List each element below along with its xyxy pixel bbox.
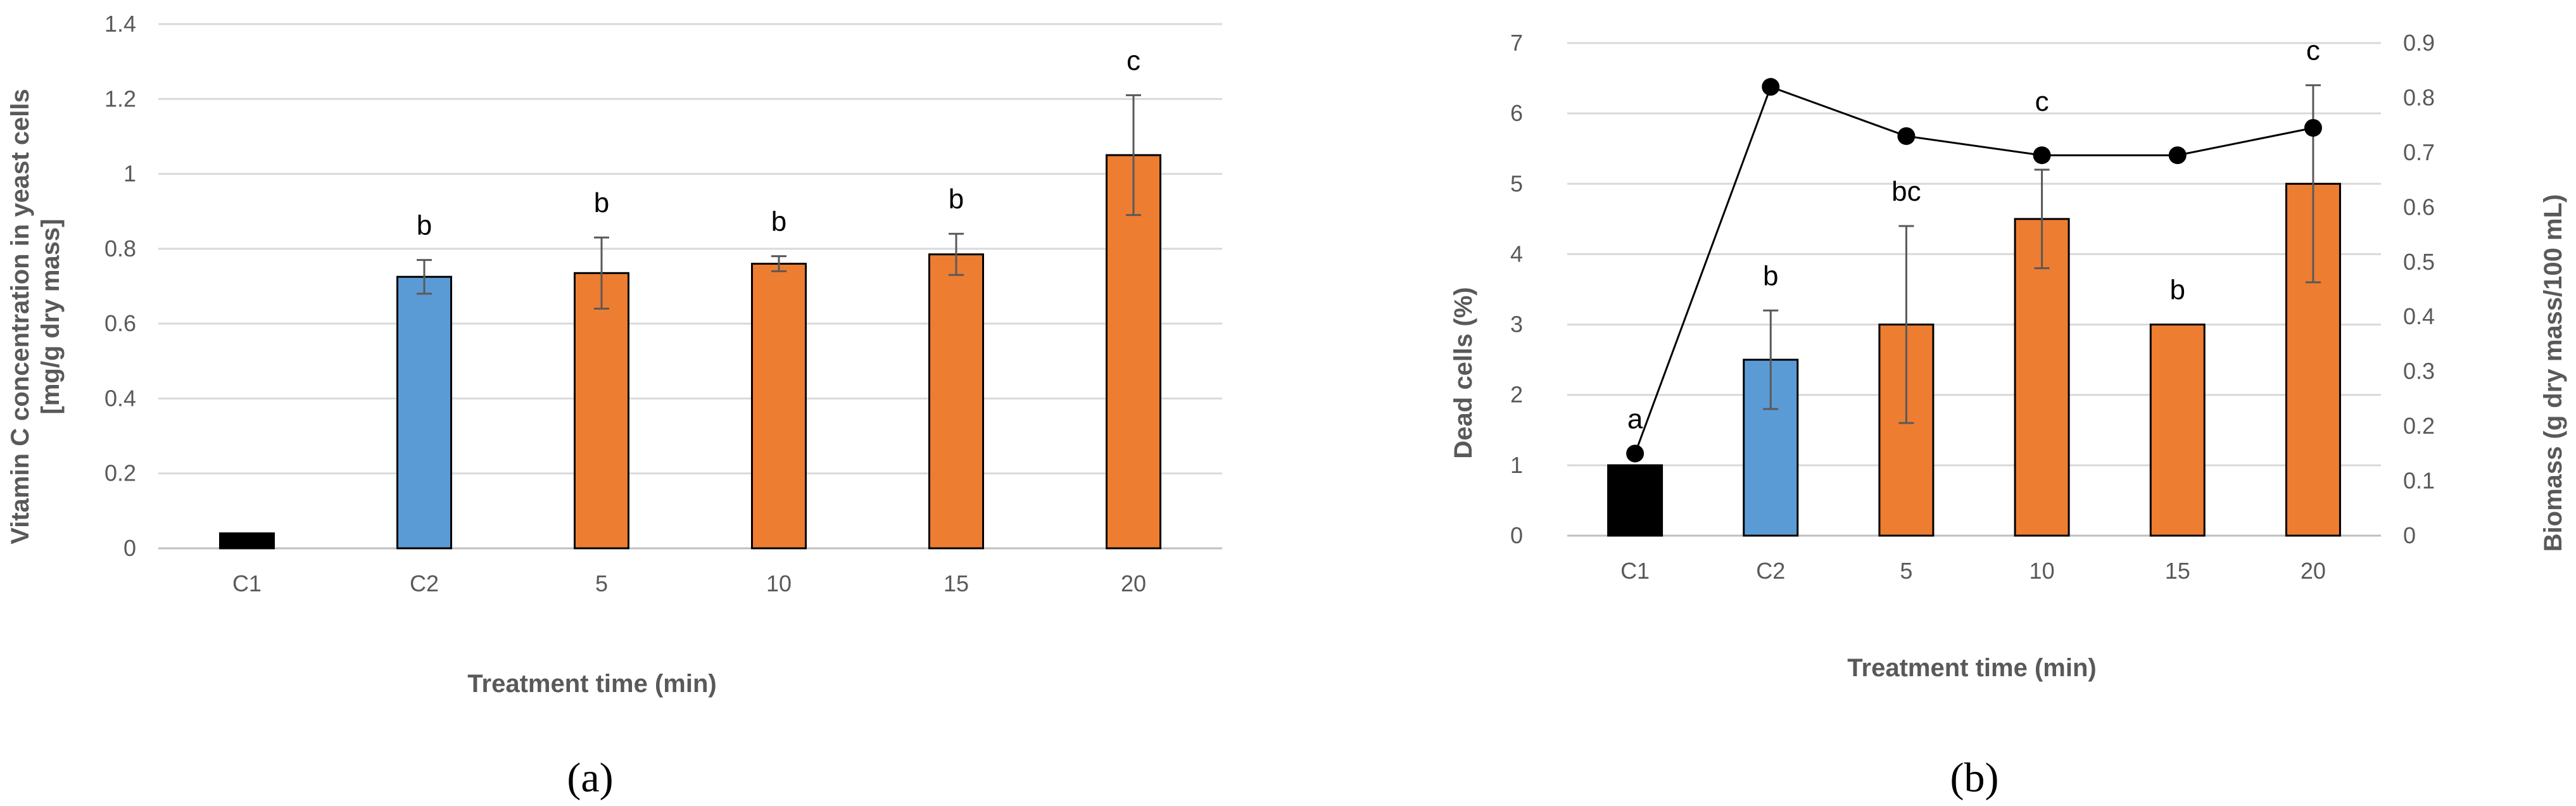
panel-b-x-tick-labels: C1 C2 5 10 15 20	[1620, 558, 2326, 584]
panel-b-right-y-tick-label: 0	[2403, 522, 2416, 548]
panel-a-bars	[219, 154, 1161, 550]
panel-b-right-y-tick-label: 0.6	[2403, 194, 2435, 220]
panel-b-biomass-point	[1762, 78, 1780, 96]
panel-b-right-y-tick-label: 0.7	[2403, 139, 2435, 165]
panel-a-y-tick-label: 0.6	[104, 310, 136, 336]
panel-a-significance-label: b	[949, 184, 964, 215]
panel-b-x-axis-title: Treatment time (min)	[1847, 654, 2096, 682]
panel-b-label: (b)	[1950, 755, 1999, 801]
panel-a-bar	[219, 532, 275, 550]
panel-b-left-y-axis-title: Dead cells (%)	[1449, 287, 1477, 458]
panel-b-biomass-point	[2033, 146, 2051, 165]
panel-b-left-y-tick-label: 5	[1510, 170, 1523, 196]
panel-b-significance-label: b	[2170, 275, 2185, 306]
panel-b-x-tick-label: 5	[1900, 558, 1912, 584]
panel-a-x-tick-labels: C1 C2 5 10 15 20	[232, 570, 1146, 596]
panel-a-bar	[396, 275, 452, 550]
panel-b-significance-label: bc	[1891, 176, 1921, 207]
panel-b-x-tick-label: 15	[2165, 558, 2190, 584]
panel-b-left-y-tick-label: 2	[1510, 382, 1523, 408]
panel-a-x-tick-label: 20	[1121, 570, 1146, 596]
panel-b-biomass-point	[2304, 118, 2322, 137]
panel-a-x-tick-label: 10	[766, 570, 792, 596]
panel-a-error-bars	[417, 94, 1141, 310]
panel-b-left-y-tick-label: 6	[1510, 100, 1523, 126]
panel-a-y-tick-label: 1.2	[104, 85, 136, 111]
panel-a-y-tick-labels: 0 0.2 0.4 0.6 0.8 1 1.2 1.4	[104, 11, 136, 561]
panel-a-y-tick-label: 0.8	[104, 236, 136, 261]
panel-b-left-y-tick-label: 3	[1510, 312, 1523, 337]
panel-a-bar	[574, 272, 629, 550]
panel-a-significance-label: b	[771, 206, 786, 237]
panel-b-gridlines	[1567, 42, 2381, 537]
panel-a-y-axis-title-line2: [mg/g dry mass]	[37, 219, 65, 415]
panel-a-bar	[928, 253, 984, 550]
panel-a-y-tick-label: 0.4	[104, 385, 136, 411]
panel-b-right-y-tick-label: 0.2	[2403, 413, 2435, 439]
panel-b-right-y-tick-label: 0.5	[2403, 249, 2435, 275]
panel-a-x-axis-title: Treatment time (min)	[467, 670, 716, 698]
panel-b-right-y-tick-label: 0.3	[2403, 358, 2435, 384]
panel-a-x-tick-label: C2	[410, 570, 439, 596]
panel-b-bar	[2014, 218, 2070, 537]
panel-a-label: (a)	[567, 755, 613, 801]
panel-b-x-tick-label: 20	[2301, 558, 2326, 584]
panel-b-right-y-tick-label: 0.8	[2403, 84, 2435, 110]
panel-b-x-tick-label: 10	[2030, 558, 2055, 584]
panel-b-right-y-tick-label: 0.9	[2403, 30, 2435, 56]
panel-b-biomass-series-line	[1634, 85, 2314, 454]
panel-a-x-tick-label: 5	[595, 570, 608, 596]
panel-b-biomass-point	[1897, 127, 1916, 145]
panel-a-y-axis-title-line1: Vitamin C concentration in yeast cells	[6, 89, 34, 545]
panel-a-significance-labels: b b b b c	[417, 45, 1140, 241]
panel-b-biomass-point	[2168, 146, 2187, 165]
panel-b-left-y-tick-label: 1	[1510, 452, 1523, 478]
panel-b-right-y-tick-labels: 0 0.1 0.2 0.3 0.4 0.5 0.6 0.7 0.8 0.9	[2403, 30, 2435, 548]
panel-b-significance-label: c	[2306, 35, 2320, 66]
panel-b-error-bars	[1763, 84, 2321, 424]
panel-a-significance-label: b	[594, 187, 609, 218]
panel-b-bar	[1607, 464, 1664, 537]
panel-b-left-y-tick-label: 4	[1510, 241, 1523, 267]
panel-b-bars	[1607, 182, 2341, 537]
panel-a-significance-label: c	[1127, 45, 1140, 76]
panel-a-y-tick-label: 1.4	[104, 11, 136, 37]
panel-a-significance-label: b	[417, 210, 432, 241]
panel-a-bar	[1106, 154, 1161, 550]
panel-b-left-y-tick-labels: 0 1 2 3 4 5 6 7	[1510, 30, 1523, 548]
panel-b-biomass-point	[1626, 444, 1645, 463]
panel-b-left-y-tick-label: 0	[1510, 522, 1523, 548]
panel-b-significance-label: b	[1763, 260, 1778, 291]
panel-b-right-y-tick-label: 0.4	[2403, 303, 2435, 329]
panel-b-significance-label: a	[1627, 403, 1643, 434]
panel-a-y-tick-label: 1	[123, 161, 136, 187]
panel-b-right-y-axis-title: Biomass (g dry mass/100 mL)	[2539, 194, 2567, 552]
panel-b-left-y-tick-label: 7	[1510, 30, 1523, 56]
panel-a-gridlines	[158, 23, 1222, 550]
panel-b-biomass-line	[1626, 78, 2322, 463]
panel-a-y-tick-label: 0	[123, 535, 136, 561]
panel-a-x-tick-label: 15	[944, 570, 969, 596]
panel-a-chart: b b b b c 0 0.2 0.4 0.6 0.8 1 1.2 1.4 C1 C2 5 10 15 20 T…	[6, 11, 1222, 801]
panel-b-x-tick-label: C1	[1620, 558, 1650, 584]
panel-a-bar	[751, 263, 807, 550]
panel-b-right-y-tick-label: 0.1	[2403, 468, 2435, 494]
panel-b-significance-label: c	[2035, 86, 2049, 117]
panel-a-y-tick-label: 0.2	[104, 460, 136, 486]
panel-a-x-tick-label: C1	[232, 570, 262, 596]
panel-b-x-tick-label: C2	[1756, 558, 1785, 584]
panel-b-bar	[2149, 324, 2206, 537]
